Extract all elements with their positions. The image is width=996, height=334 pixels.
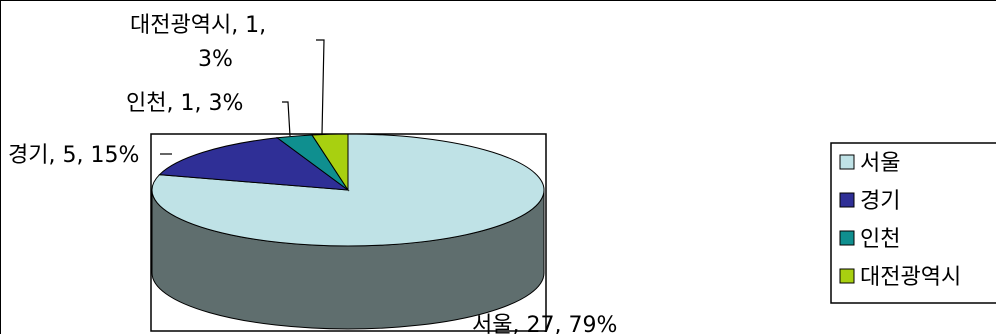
legend-swatch-incheon (839, 230, 855, 246)
legend-label-gyeonggi: 경기 (860, 189, 900, 214)
leader-line-incheon (282, 101, 291, 137)
legend-swatch-seoul (839, 154, 855, 170)
legend-swatch-daejeon (839, 268, 855, 284)
leader-line-daejeon (316, 39, 325, 135)
legend-swatch-gyeonggi (839, 192, 855, 208)
data-label-daejeon-line1: 대전광역시, 1, (130, 13, 266, 38)
data-label-daejeon-line2: 3% (198, 47, 233, 72)
legend: 서울 경기 인천 대전광역시 (830, 142, 996, 304)
legend-label-seoul: 서울 (860, 151, 900, 176)
pie-slice-1 (158, 137, 350, 191)
data-label-gyeonggi: 경기, 5, 15% (8, 143, 139, 168)
legend-label-daejeon: 대전광역시 (860, 265, 961, 290)
pie-slice-3 (311, 133, 349, 192)
legend-box (830, 142, 996, 304)
data-label-seoul: 서울, 27, 79% (472, 313, 617, 334)
legend-label-incheon: 인천 (860, 227, 900, 252)
data-label-incheon: 인천, 1, 3% (126, 91, 243, 116)
